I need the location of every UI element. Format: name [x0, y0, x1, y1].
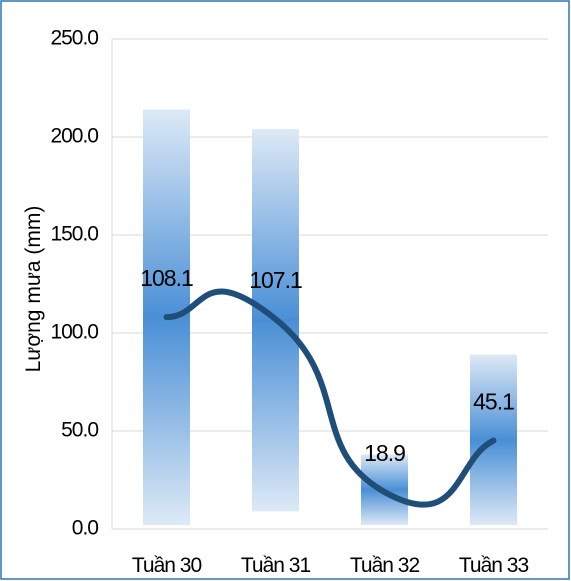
x-tick-label: Tuần 31: [241, 554, 311, 577]
data-label: 108.1: [140, 265, 193, 291]
y-tick-label: 0.0: [72, 517, 99, 540]
x-tick-label: Tuần 30: [132, 554, 202, 577]
y-tick-label: 50.0: [61, 419, 98, 442]
data-label: 18.9: [364, 440, 405, 466]
data-label: 107.1: [249, 267, 302, 293]
x-tick-label: Tuần 33: [459, 554, 529, 577]
y-tick-label: 250.0: [50, 27, 98, 50]
y-tick-label: 150.0: [50, 223, 98, 246]
data-label: 45.1: [473, 389, 514, 415]
y-axis-label: Lượng mưa (mm): [22, 206, 45, 373]
y-tick-label: 100.0: [50, 321, 98, 344]
y-tick-label: 200.0: [50, 125, 98, 148]
x-tick-label: Tuần 32: [350, 554, 420, 577]
